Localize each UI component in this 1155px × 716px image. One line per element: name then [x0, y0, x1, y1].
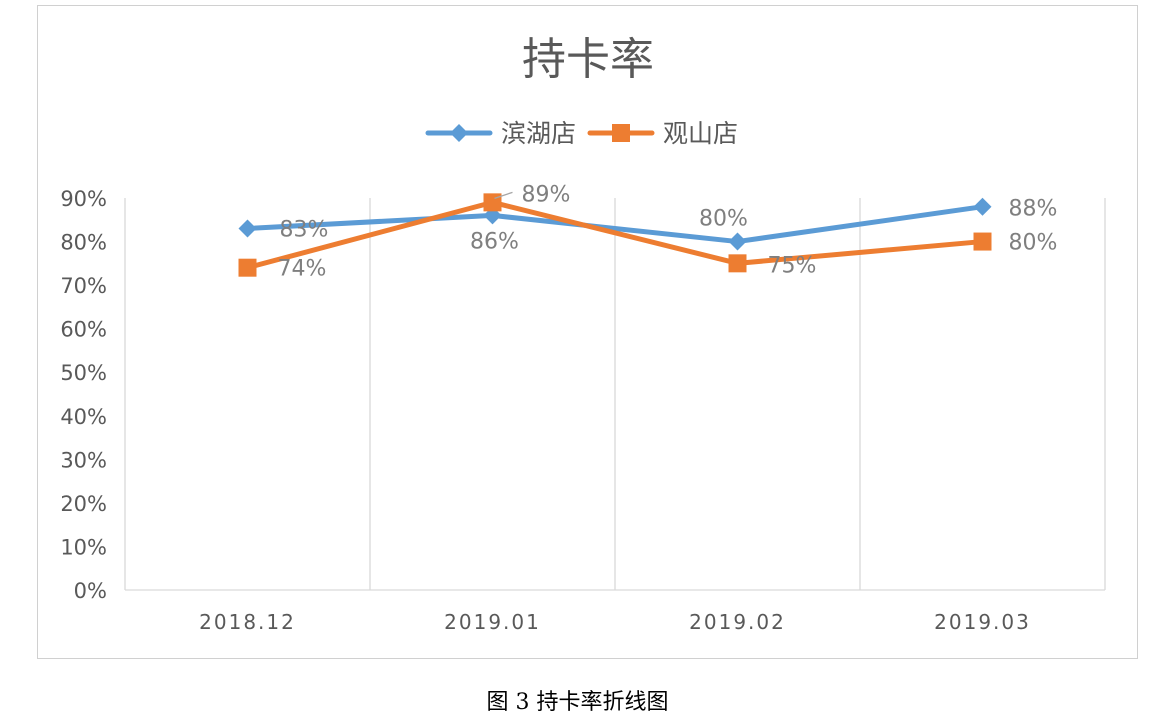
legend-label: 滨湖店: [501, 119, 576, 148]
data-point-1: [238, 219, 257, 238]
x-tick-label: 2019.03: [934, 610, 1031, 634]
legend: 滨湖店 观山店: [425, 119, 738, 148]
data-label: 80%: [1009, 231, 1058, 256]
legend-item-1: 滨湖店: [425, 119, 576, 148]
legend-marker: [612, 124, 630, 142]
y-tick-label: 40%: [60, 405, 107, 429]
series-line-2: [245, 199, 985, 271]
data-label: 75%: [768, 253, 817, 278]
data-label: 86%: [470, 229, 519, 254]
x-axis: 2018.12 2019.01 2019.02 2019.03: [199, 610, 1031, 634]
data-point-2: [238, 258, 257, 277]
y-tick-label: 0%: [74, 579, 107, 603]
data-point-1: [728, 232, 747, 251]
series-layer: [238, 191, 992, 277]
chart-frame: [37, 5, 1138, 659]
data-point-2: [483, 193, 502, 212]
y-tick-label: 90%: [60, 187, 107, 211]
y-tick-label: 10%: [60, 535, 107, 559]
legend-marker: [450, 124, 468, 142]
data-point-2: [973, 232, 992, 251]
data-label: 83%: [280, 217, 329, 242]
data-point-2: [728, 254, 747, 273]
legend-label: 观山店: [663, 119, 738, 148]
y-tick-label: 50%: [60, 361, 107, 385]
data-label: 89%: [522, 182, 571, 207]
data-labels: 83% 86% 80% 88% 74% 89% 75% 80%: [278, 182, 1058, 281]
x-tick-label: 2019.02: [689, 610, 786, 634]
y-tick-label: 20%: [60, 492, 107, 516]
data-point-1: [973, 197, 992, 216]
legend-item-2: 观山店: [587, 119, 738, 148]
chart-title: 持卡率: [522, 34, 654, 85]
label-leader-line: [494, 191, 513, 199]
x-tick-label: 2019.01: [444, 610, 541, 634]
data-label: 74%: [278, 257, 327, 282]
y-tick-label: 30%: [60, 448, 107, 472]
data-label: 80%: [699, 207, 748, 232]
x-tick-label: 2018.12: [199, 610, 296, 634]
grid-lines: [124, 198, 1106, 591]
y-axis: 0% 10% 20% 30% 40% 50% 60% 70% 80% 90%: [60, 187, 107, 603]
figure-caption: 图 3 持卡率折线图: [486, 690, 669, 715]
series-line-1: [245, 204, 985, 245]
y-tick-label: 80%: [60, 231, 107, 255]
y-tick-label: 70%: [60, 274, 107, 298]
data-label: 88%: [1009, 197, 1058, 222]
y-tick-label: 60%: [60, 318, 107, 342]
